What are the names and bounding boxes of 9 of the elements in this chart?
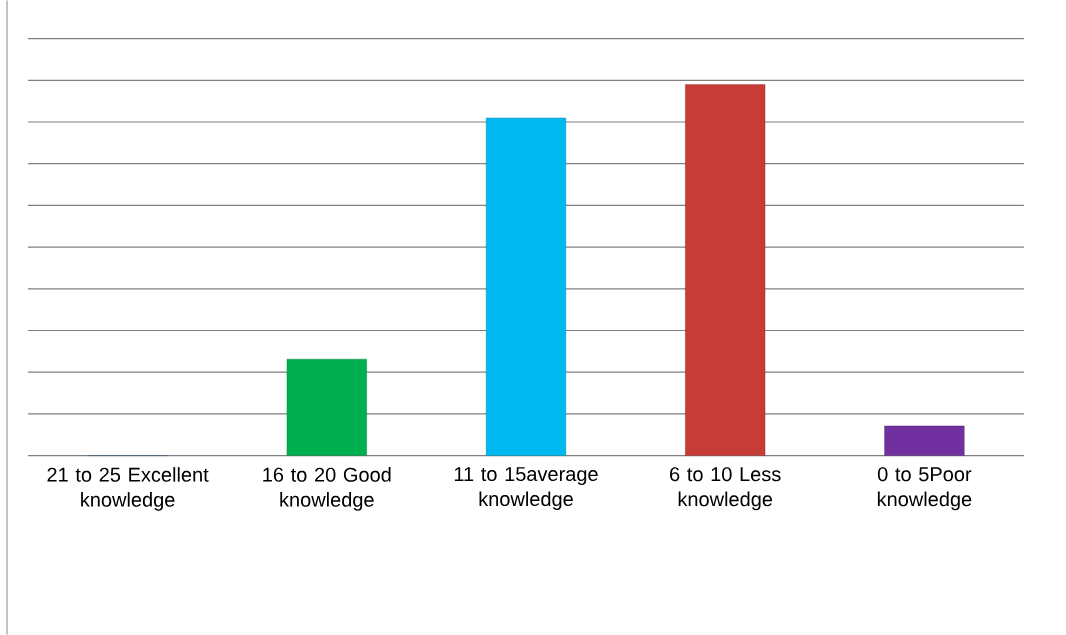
bar	[286, 358, 367, 456]
x-tick-label: 11 to 15average knowledge	[454, 467, 598, 510]
bar	[685, 84, 766, 456]
x-tick-label: 21 to 25 Excellent knowledge	[47, 467, 209, 511]
bar	[884, 425, 965, 456]
bar	[485, 117, 567, 456]
x-tick-label: 16 to 20 Good knowledge	[263, 467, 391, 511]
x-tick-label: 0 to 5Poor knowledge	[877, 467, 972, 511]
x-tick-label: 6 to 10 Less knowledge	[670, 467, 781, 511]
